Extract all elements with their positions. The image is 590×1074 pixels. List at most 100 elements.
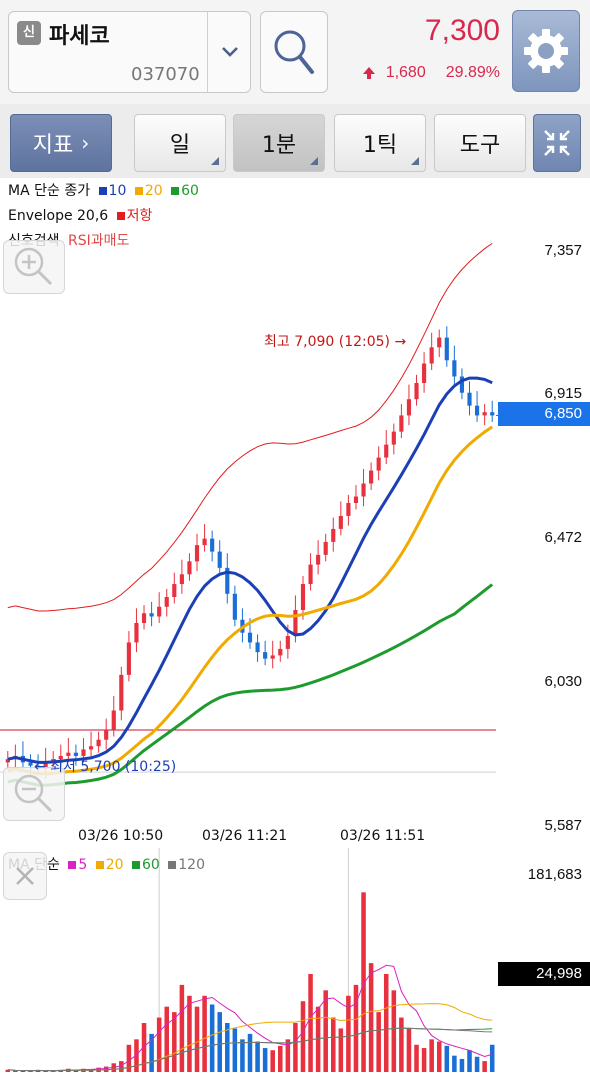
volume-bar [376, 1012, 381, 1072]
volume-bar [88, 1069, 94, 1072]
dropdown-corner-icon [411, 157, 419, 165]
volume-bar [5, 1069, 11, 1072]
tab-1tick[interactable]: 1틱 [334, 114, 426, 172]
volume-bar [459, 1058, 465, 1072]
zoom-in-button[interactable] [3, 240, 65, 294]
tab-day[interactable]: 일 [134, 114, 226, 172]
candle-body [490, 412, 495, 416]
candle-body [149, 613, 154, 617]
candle-body [323, 541, 328, 555]
price-chart[interactable] [0, 178, 590, 848]
candle-body [104, 729, 109, 740]
fullscreen-button[interactable] [533, 114, 581, 172]
volume-bar [179, 984, 185, 1072]
tab-1tick-label: 1틱 [362, 133, 398, 158]
candle-body [452, 360, 457, 377]
zoom-out-button[interactable] [3, 767, 65, 821]
candle-body [376, 457, 381, 471]
volume-bar [474, 1056, 480, 1072]
volume-bar [149, 1033, 154, 1072]
volume-bar [353, 984, 359, 1072]
ma20-line [7, 425, 494, 776]
candle-body [391, 431, 396, 445]
candle-body [346, 502, 351, 516]
indicator-button[interactable]: 지표 › [10, 114, 112, 172]
volume-bar [194, 1006, 200, 1072]
volume-bar [232, 1028, 238, 1072]
ma60-swatch [171, 186, 180, 195]
zoom-out-icon [14, 774, 53, 813]
volume-bar [482, 1061, 487, 1072]
candle-body [338, 515, 343, 529]
current-price-tag: 6,850 [498, 402, 590, 426]
ma-legend-prefix: MA 단순 종가 [8, 183, 91, 199]
candle-body [270, 655, 275, 659]
y-tick-label: 5,587 [544, 817, 582, 834]
tools-button[interactable]: 도구 [434, 114, 526, 172]
ma10-line [7, 376, 493, 764]
volume-bar [323, 990, 328, 1072]
volume-bar [270, 1050, 275, 1072]
gear-icon [524, 29, 568, 73]
price-change-rate: 29.89% [445, 64, 500, 81]
volume-bar [164, 1006, 170, 1072]
header: 신 파세코 037070 7,300 1,680 29.89% [0, 0, 590, 104]
candle-body [5, 759, 10, 763]
volume-bar [368, 963, 374, 1072]
tools-label: 도구 [459, 133, 501, 158]
volume-bar [50, 1070, 56, 1072]
search-icon [274, 30, 314, 74]
zoom-in-icon [14, 247, 53, 286]
volume-bar [13, 1070, 18, 1072]
candle-body [406, 399, 412, 416]
candle-body [217, 551, 222, 568]
close-volume-button[interactable] [3, 852, 47, 900]
credit-badge: 신 [17, 21, 41, 45]
volume-bar [406, 1028, 412, 1072]
current-price: 7,300 [424, 14, 500, 47]
candle-body [126, 642, 131, 675]
stock-selector[interactable]: 신 파세코 037070 [8, 11, 251, 93]
candle-body [58, 755, 63, 760]
volume-bar [202, 995, 207, 1072]
search-button[interactable] [260, 11, 328, 93]
vma120-label: 120 [178, 857, 205, 873]
candle-body [111, 710, 116, 730]
low-annotation: ← 최저 5,700 (10:25) [34, 759, 177, 775]
candle-body [482, 412, 487, 416]
candle-body [187, 561, 192, 575]
stock-dropdown-button[interactable] [207, 12, 251, 92]
volume-bar [467, 1050, 472, 1072]
tab-1min[interactable]: 1분 [233, 114, 325, 172]
volume-bar [315, 1006, 321, 1072]
y-tick-label: 6,030 [544, 673, 582, 690]
candle-body [172, 584, 177, 598]
chevron-down-icon [221, 47, 238, 57]
ma60-label: 60 [181, 183, 199, 199]
volume-bar [399, 1017, 404, 1072]
volume-bar [225, 1023, 230, 1072]
candle-body [179, 574, 184, 585]
candle-body [422, 363, 427, 383]
current-volume-tag: 24,998 [498, 962, 590, 986]
candle-body [429, 347, 434, 364]
candle-body [157, 606, 162, 617]
volume-chart[interactable] [0, 848, 590, 1074]
candle-body [293, 609, 298, 636]
volume-bar [489, 1044, 495, 1072]
volume-bar [293, 1023, 298, 1072]
volume-bar [278, 1045, 283, 1072]
settings-button[interactable] [512, 10, 580, 92]
chart-toolbar: 지표 › 일 1분 1틱 도구 [0, 104, 590, 178]
candle-body [316, 554, 321, 565]
high-annotation: 최고 7,090 (12:05) → [264, 334, 407, 350]
envelope-label: Envelope 20,6 [8, 208, 109, 224]
volume-bar [262, 1048, 268, 1072]
candle-body [474, 405, 480, 416]
tab-1min-label: 1분 [261, 133, 297, 158]
candle-body [263, 652, 268, 659]
candle-body [81, 749, 86, 756]
x-tick-label: 03/26 10:50 [78, 828, 164, 844]
volume-bar [383, 974, 389, 1072]
candle-body [88, 746, 94, 750]
